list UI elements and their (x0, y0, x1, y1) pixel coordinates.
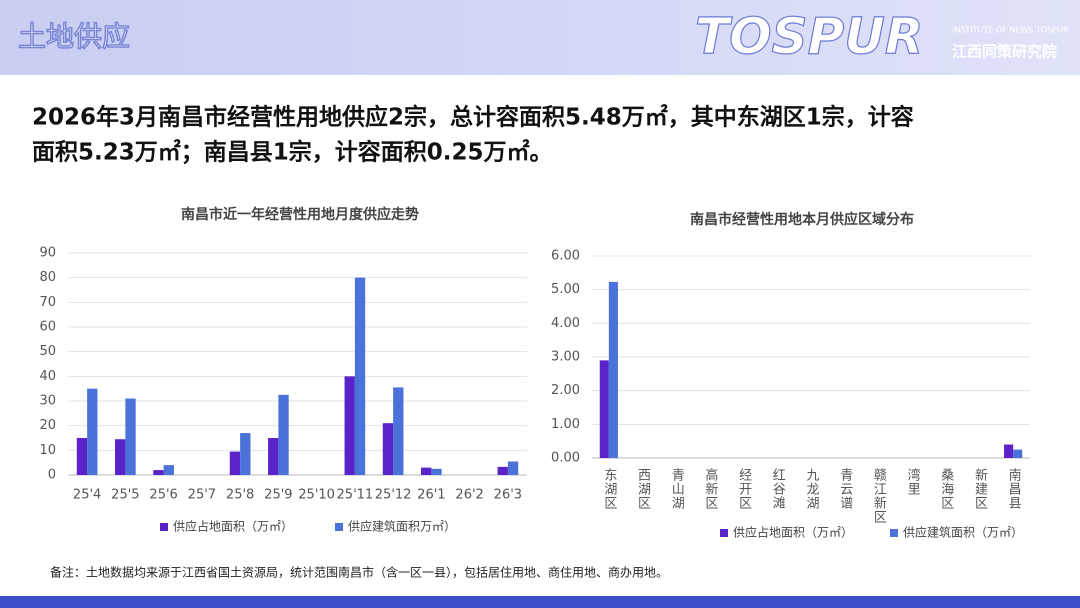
y-tick-label: 50 (39, 344, 56, 359)
bar (76, 438, 88, 475)
bar (507, 461, 519, 475)
y-tick-label: 0.00 (551, 451, 580, 466)
chart-title: 南昌市近一年经营性用地月度供应走势 (181, 206, 419, 223)
y-tick-label: 80 (39, 270, 56, 285)
x-tick-label: 经开区 (736, 468, 752, 510)
header-title: 土地供应 (18, 20, 130, 53)
bar (344, 376, 355, 475)
y-tick-label: 90 (39, 246, 56, 261)
header-bar (0, 0, 1080, 75)
y-tick-label: 0 (48, 468, 56, 483)
y-tick-label: 1.00 (551, 417, 580, 432)
legend-label: 供应建筑面积（万㎡） (903, 525, 1023, 540)
legend-swatch (160, 523, 168, 531)
y-tick-label: 20 (39, 418, 56, 433)
x-tick-label: 25'8 (226, 488, 254, 503)
footer-bar (0, 596, 1080, 608)
bar (163, 465, 174, 475)
y-tick-label: 40 (39, 369, 56, 384)
y-tick-label: 5.00 (551, 282, 580, 297)
y-tick-label: 3.00 (551, 350, 580, 365)
bar (608, 281, 618, 458)
x-tick-label: 东湖区 (601, 468, 617, 510)
logo-sub-cn: 江西同策研究院 (952, 43, 1057, 61)
y-tick-label: 4.00 (551, 316, 580, 331)
x-tick-label: 25'7 (188, 488, 216, 503)
x-tick-label: 26'3 (494, 488, 522, 503)
bar (87, 388, 98, 475)
x-tick-label: 25'10 (298, 488, 335, 503)
bar (268, 438, 279, 475)
x-tick-label: 26'2 (455, 488, 483, 503)
x-tick-label: 九龙湖 (804, 468, 820, 510)
bar (382, 423, 394, 475)
chart-title: 南昌市经营性用地本月供应区域分布 (690, 211, 914, 228)
bar (497, 466, 508, 475)
bar (1004, 444, 1014, 458)
bar (125, 398, 136, 475)
x-tick-label: 赣江新区 (871, 468, 887, 524)
bar (354, 277, 366, 475)
legend-swatch (890, 529, 898, 537)
note: 备注：土地数据均来源于江西省国土资源局，统计范围南昌市（含一区一县），包括居住用… (50, 565, 668, 580)
x-tick-label: 25'6 (149, 488, 177, 503)
legend-swatch (335, 523, 343, 531)
legend-label: 供应建筑面积万㎡） (348, 519, 456, 534)
x-tick-label: 西湖区 (635, 468, 651, 510)
x-tick-label: 26'1 (417, 488, 445, 503)
y-tick-label: 30 (39, 394, 56, 409)
bar (421, 467, 432, 475)
bar (431, 468, 442, 475)
bar (240, 433, 251, 475)
x-tick-label: 25'4 (73, 488, 101, 503)
bar (229, 451, 241, 475)
legend-swatch (720, 529, 728, 537)
x-tick-label: 25'9 (264, 488, 292, 503)
x-tick-label: 红谷滩 (770, 467, 786, 510)
bar (278, 394, 289, 475)
x-tick-label: 25'5 (111, 488, 139, 503)
x-tick-label: 南昌县 (1006, 467, 1022, 510)
bar (393, 387, 404, 475)
x-tick-label: 新建区 (972, 467, 988, 510)
headline: 面积5.23万㎡；南昌县1宗，计容面积0.25万㎡。 (32, 139, 553, 166)
y-tick-label: 70 (39, 295, 56, 310)
x-tick-label: 25'11 (337, 488, 374, 503)
y-tick-label: 10 (39, 443, 56, 458)
y-tick-label: 2.00 (551, 383, 580, 398)
bar (153, 470, 164, 475)
headline: 2026年3月南昌市经营性用地供应2宗，总计容面积5.48万㎡，其中东湖区1宗，… (32, 104, 914, 131)
logo: TOSPUR (695, 8, 923, 66)
bar (115, 439, 126, 475)
bar (1013, 449, 1023, 458)
x-tick-label: 25'12 (375, 488, 412, 503)
legend-label: 供应占地面积（万㎡） (733, 525, 853, 540)
x-tick-label: 湾里 (905, 467, 921, 496)
x-tick-label: 青云谱 (837, 468, 853, 510)
y-tick-label: 6.00 (551, 249, 580, 264)
logo-sub-en: INSTITUTE OF NEWS TOSPUR (952, 26, 1069, 35)
legend-label: 供应占地面积（万㎡） (173, 519, 293, 534)
x-tick-label: 桑海区 (938, 468, 954, 510)
x-tick-label: 青山湖 (669, 468, 685, 510)
bar (599, 360, 609, 458)
y-tick-label: 60 (39, 320, 56, 335)
x-tick-label: 高新区 (702, 467, 718, 510)
